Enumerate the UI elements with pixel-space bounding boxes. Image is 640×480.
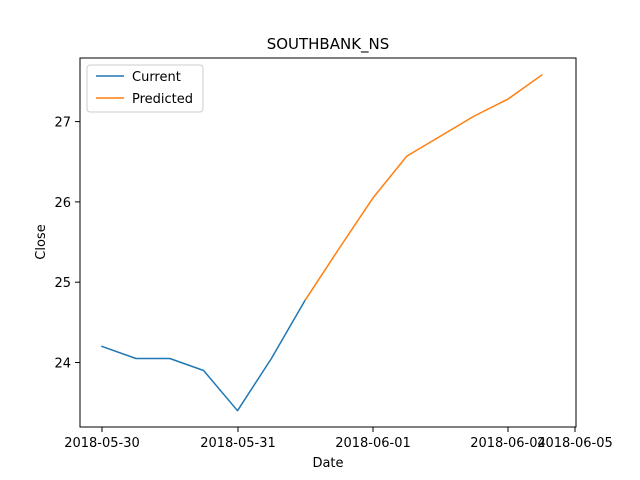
y-tick-label: 24	[54, 357, 71, 372]
x-axis-ticks: 2018-05-30 2018-05-31 2018-06-01 2018-06-04…	[64, 427, 613, 451]
chart-title: SOUTHBANK_NS	[267, 35, 390, 54]
legend-label-predicted: Predicted	[132, 92, 193, 107]
y-axis-label: Close	[34, 224, 49, 259]
y-tick-label: 25	[54, 276, 71, 291]
x-tick-label: 2018-06-01	[335, 436, 411, 451]
x-axis-label: Date	[312, 456, 343, 471]
x-tick-label: 2018-05-30	[64, 436, 140, 451]
series-line-current	[101, 298, 307, 412]
axes-frame	[79, 57, 577, 428]
series-line-predicted	[304, 73, 543, 301]
y-tick-label: 26	[54, 196, 71, 211]
x-tick-label: 2018-06-04	[470, 436, 546, 451]
x-tick-label: 2018-06-05	[537, 436, 613, 451]
legend-label-current: Current	[132, 70, 181, 85]
y-tick-label: 27	[54, 116, 71, 131]
y-axis-ticks: 24 25 26 27	[54, 116, 80, 372]
plot-area	[101, 73, 543, 412]
legend: Current Predicted	[86, 64, 204, 113]
x-tick-label: 2018-05-31	[200, 436, 276, 451]
